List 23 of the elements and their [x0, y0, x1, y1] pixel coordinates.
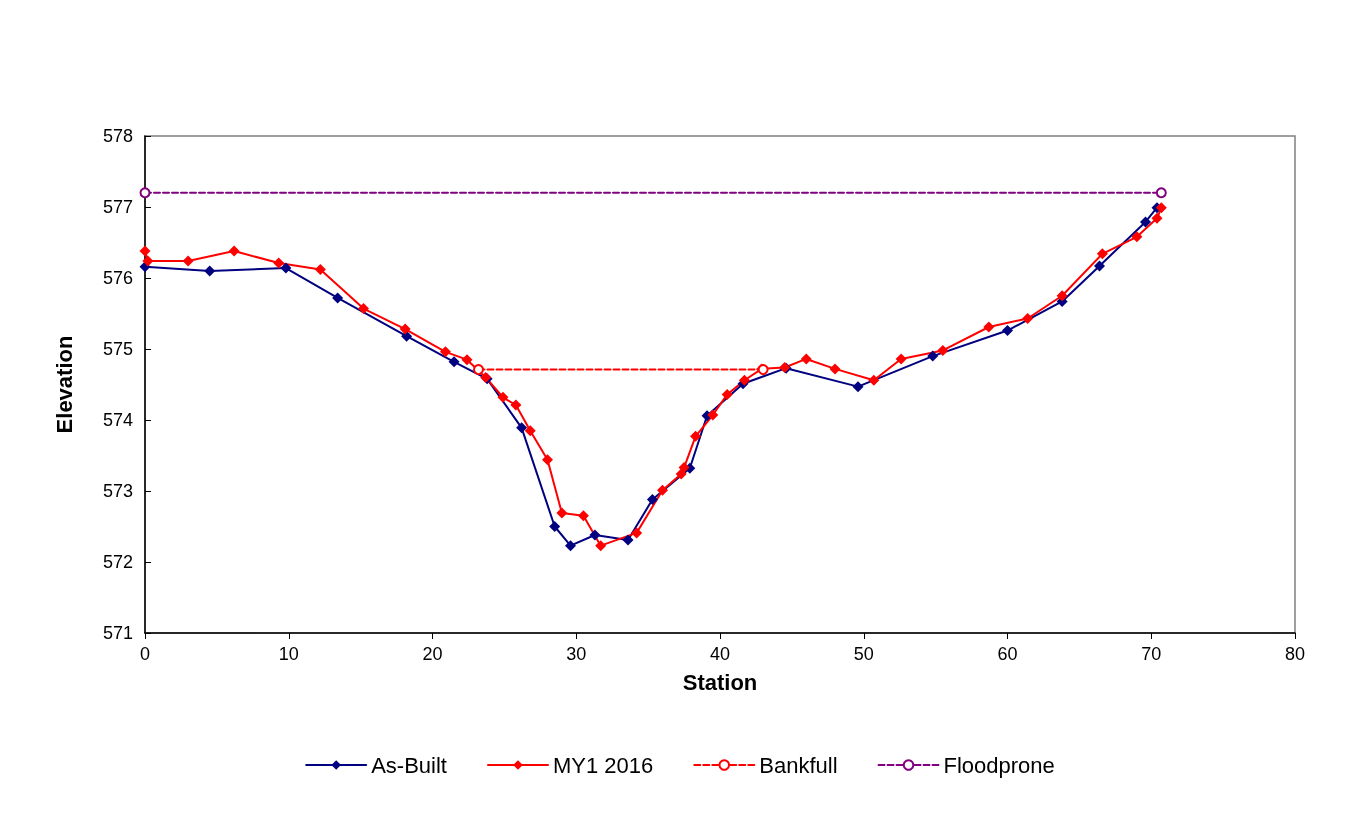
- y-axis-title: Elevation: [51, 335, 77, 434]
- x-tick-label: 10: [278, 644, 299, 664]
- y-tick-label: 576: [102, 268, 133, 288]
- x-tick-label: 50: [853, 644, 874, 664]
- x-tick-label: 70: [1141, 644, 1162, 664]
- y-tick-label: 573: [102, 481, 133, 501]
- x-tick-label: 20: [422, 644, 443, 664]
- y-tick-label: 574: [102, 410, 133, 430]
- legend-label: MY1 2016: [552, 752, 654, 778]
- y-tick-label: 577: [102, 197, 133, 217]
- x-tick-label: 40: [709, 644, 731, 664]
- legend-label: Bankfull: [759, 752, 838, 778]
- x-axis-title: Station: [682, 669, 758, 695]
- x-tick-label: 30: [566, 644, 587, 664]
- legend-label: As-Built: [371, 752, 447, 778]
- x-tick-label: 80: [1284, 644, 1306, 664]
- y-tick-label: 575: [102, 339, 133, 359]
- x-tick-label: 0: [139, 644, 151, 664]
- y-tick-label: 572: [102, 552, 133, 572]
- y-tick-label: 571: [102, 623, 133, 643]
- legend-label: Floodprone: [943, 752, 1055, 778]
- y-tick-label: 578: [102, 126, 133, 146]
- x-tick-label: 60: [997, 644, 1018, 664]
